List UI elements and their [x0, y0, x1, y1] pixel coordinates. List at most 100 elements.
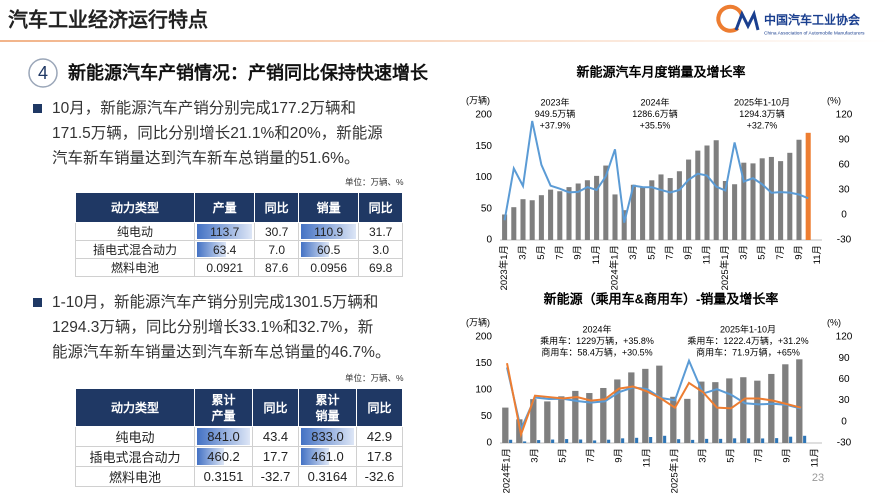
data-bar	[197, 224, 253, 239]
y2-tick-label: 30	[838, 185, 850, 196]
annotation: 2025年1-10月	[734, 96, 790, 107]
x-tick-label: 11月	[591, 245, 602, 264]
cell-text: 燃料电池	[110, 261, 159, 275]
table-cell: 燃料电池	[75, 466, 195, 487]
x-tick-label: 7月	[754, 448, 765, 463]
x-tick-label: 9月	[614, 448, 625, 463]
bar	[740, 377, 747, 443]
table-row: 燃料电池 0.3151 -32.7 0.3164 -32.6	[75, 466, 403, 487]
section-badge	[28, 58, 58, 88]
bullet-text: 171.5万辆，同比分别增长21.1%和20%，新能源	[52, 125, 383, 142]
y2-tick-label: 90	[838, 135, 850, 146]
bar	[502, 407, 509, 443]
section-number: 4	[38, 63, 48, 83]
bar	[677, 439, 681, 443]
cell-text: 纯电动	[116, 225, 153, 239]
x-tick-label: 9月	[683, 245, 694, 260]
x-tick-label: 9月	[573, 245, 584, 260]
table-cell: 60.5	[297, 240, 360, 259]
bar	[789, 436, 793, 443]
annotation: 商用车：58.4万辆，+30.5%	[541, 346, 652, 357]
chart-title: 新能源（乘用车&商用车）-销量及增长率	[544, 291, 779, 306]
table-cell: 113.7	[193, 222, 256, 241]
x-tick-label: 11月	[642, 448, 653, 467]
bar	[538, 195, 544, 240]
table-header-cell: 动力类型	[75, 388, 195, 427]
bar	[579, 439, 583, 443]
x-tick-label: 2024年1月	[501, 448, 513, 493]
bar	[612, 194, 618, 240]
table-cell: 43.4	[252, 426, 299, 447]
table-cell: 461.0	[297, 446, 358, 467]
bar	[768, 373, 775, 443]
bar	[691, 439, 695, 443]
data-bar	[300, 448, 329, 465]
annotation: +37.9%	[540, 120, 571, 130]
cell-text: 插电式混合动力	[92, 243, 177, 257]
bar	[775, 438, 779, 443]
annotation: +32.7%	[747, 120, 778, 130]
cell-text: 0.0921	[206, 260, 244, 275]
bar	[719, 438, 723, 443]
bullet-text: 能源汽车新车销量达到汽车新车总销量的46.7%。	[52, 344, 391, 361]
cell-text: 63.4	[213, 242, 237, 257]
bar	[642, 368, 649, 443]
table-header-row: 动力类型 累计产量 同比 累计销量 同比	[75, 388, 403, 427]
y-tick-label: 200	[475, 332, 492, 343]
bar	[796, 359, 803, 443]
table-header-row: 动力类型 产量 同比 销量 同比	[75, 192, 403, 223]
header-text: 同比	[368, 201, 393, 215]
table-cell: 110.9	[297, 222, 360, 241]
table-cell: 纯电动	[75, 426, 195, 447]
bar	[551, 439, 555, 443]
x-tick-label: 11月	[702, 245, 713, 264]
cell-text: 461.0	[311, 449, 344, 464]
table-row: 纯电动 113.7 30.7 110.9 31.7	[75, 222, 403, 241]
cell-text: 87.6	[265, 260, 289, 275]
table-cell: 42.9	[356, 426, 403, 447]
header-text: 累计销量	[315, 392, 340, 423]
table-row: 燃料电池 0.0921 87.6 0.0956 69.8	[75, 258, 403, 277]
x-tick-label: 7月	[586, 448, 597, 463]
y2-tick-label: -30	[837, 438, 852, 449]
x-tick-label: 3月	[698, 448, 709, 463]
x-tick-label: 3月	[628, 245, 639, 260]
header-text: 产量	[212, 201, 237, 215]
table-row: 插电式混合动力 63.4 7.0 60.5 3.0	[75, 240, 403, 259]
bullet-text: 汽车新车销量达到汽车新车总销量的51.6%。	[52, 150, 360, 167]
bar	[670, 396, 677, 443]
annotation: 2023年	[540, 96, 569, 107]
y2-tick-label: 60	[838, 374, 850, 385]
bullet-text: 1-10月，新能源汽车产销分别完成1301.5万辆和	[52, 294, 379, 311]
cell-text: 60.5	[316, 242, 341, 257]
x-tick-label: 7月	[554, 245, 565, 260]
bar	[713, 140, 719, 240]
bar	[649, 180, 655, 240]
header-text: 动力类型	[110, 401, 159, 415]
title-rule	[0, 40, 889, 42]
table-header-cell: 同比	[358, 192, 403, 223]
x-tick-label: 3月	[530, 448, 541, 463]
table-header-cell: 同比	[254, 192, 299, 223]
table-cell: 87.6	[254, 258, 299, 277]
line-series	[503, 120, 809, 223]
bar	[635, 437, 639, 443]
y2-tick-label: 120	[836, 110, 853, 121]
y-tick-label: 150	[475, 141, 492, 152]
table-cell: 30.7	[254, 222, 299, 241]
y-axis-label: (万辆)	[466, 94, 490, 105]
bar	[586, 393, 593, 443]
data-table: 动力类型 产量 同比 销量 同比 纯电动 113.7 30.7 110.9 31.7 插电式混合动力…	[75, 192, 403, 277]
bar	[695, 150, 701, 240]
cell-text: 17.7	[262, 449, 289, 464]
bar	[733, 438, 737, 443]
y2-tick-label: 90	[838, 353, 850, 364]
bar	[593, 440, 597, 443]
annotation: 2024年	[582, 323, 611, 334]
data-bar	[300, 242, 330, 257]
bar	[754, 380, 761, 443]
table-cell: 69.8	[358, 258, 403, 277]
table-cell: 833.0	[297, 426, 358, 447]
